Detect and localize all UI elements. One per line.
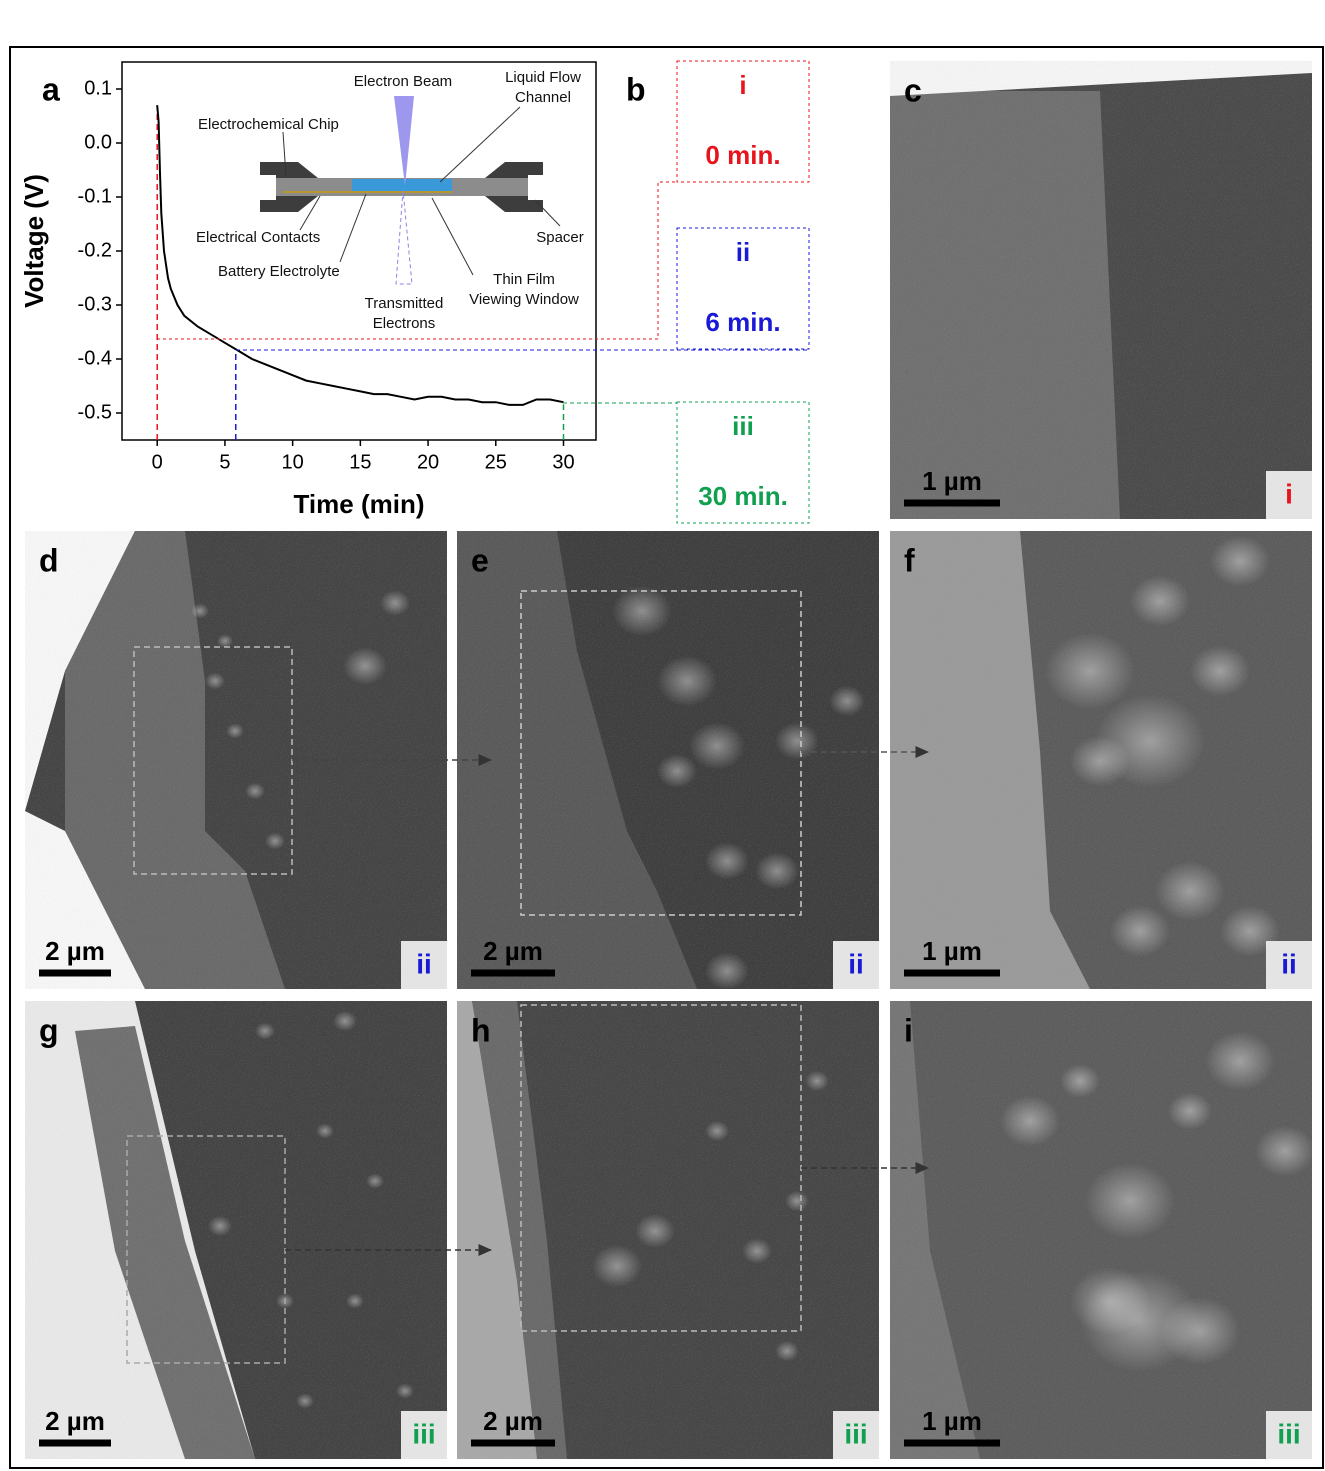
scale-bar-label: 2 µm bbox=[483, 936, 543, 966]
image-grain bbox=[457, 1001, 879, 1459]
badge: iii bbox=[1277, 1418, 1300, 1449]
scale-bar-label: 2 µm bbox=[45, 1406, 105, 1436]
badge: iii bbox=[844, 1418, 867, 1449]
stage-numeral: ii bbox=[736, 237, 750, 267]
stage-box bbox=[676, 60, 810, 183]
y-axis-title: Voltage (V) bbox=[19, 174, 49, 308]
micrograph: e 2 µm ii bbox=[457, 531, 879, 989]
stages: i 0 min. ii 6 min. iii 30 min. bbox=[157, 60, 810, 524]
badge-bg bbox=[1266, 1411, 1312, 1459]
badge-bg bbox=[833, 1411, 879, 1459]
panel-letter: b bbox=[626, 71, 646, 107]
micrograph: d 2 µm ii bbox=[25, 531, 447, 989]
x-tick-label: 5 bbox=[219, 451, 230, 473]
badge: iii bbox=[412, 1418, 435, 1449]
micrograph: i 1 µm iii bbox=[890, 1001, 1312, 1459]
y-tick-label: 0.1 bbox=[84, 77, 112, 99]
stage-box bbox=[676, 401, 810, 524]
schematic-label: Electrochemical Chip bbox=[198, 116, 339, 133]
badge: ii bbox=[1281, 948, 1297, 979]
x-tick-label: 15 bbox=[349, 451, 371, 473]
badge: i bbox=[1285, 478, 1293, 509]
image-grain bbox=[25, 1001, 447, 1459]
y-tick-label: -0.5 bbox=[78, 401, 112, 423]
badge-bg bbox=[1266, 471, 1312, 519]
stage-box bbox=[676, 227, 810, 350]
scale-bar-label: 1 µm bbox=[922, 466, 982, 496]
scale-bar-label: 1 µm bbox=[922, 1406, 982, 1436]
micrograph: h 2 µm iii bbox=[457, 1001, 879, 1459]
stage-numeral: iii bbox=[732, 411, 754, 441]
figure-border bbox=[9, 46, 1324, 1469]
schematic-label: Electron Beam bbox=[354, 73, 452, 90]
voltage-line bbox=[156, 105, 564, 406]
image-grain bbox=[457, 531, 879, 989]
panel-letter: e bbox=[471, 542, 489, 578]
panel-letter: i bbox=[904, 1012, 913, 1048]
x-tick-label: 30 bbox=[552, 451, 574, 473]
electron-beam bbox=[394, 96, 414, 186]
y-tick-label: -0.3 bbox=[78, 293, 112, 315]
stage-time: 6 min. bbox=[705, 307, 780, 337]
schematic-label: Thin Film bbox=[493, 271, 555, 288]
micrograph: g 2 µm iii bbox=[25, 1001, 447, 1459]
panel-letter: a bbox=[42, 71, 60, 107]
transmitted-beam bbox=[395, 189, 413, 285]
micrograph: c 1 µm i bbox=[890, 61, 1312, 519]
y-tick-label: 0.0 bbox=[84, 131, 112, 153]
scale-bar-label: 2 µm bbox=[45, 936, 105, 966]
panel-letter: h bbox=[471, 1012, 491, 1048]
schematic-label: Channel bbox=[515, 89, 571, 106]
panel-letter: g bbox=[39, 1012, 59, 1048]
x-tick-label: 0 bbox=[152, 451, 163, 473]
panel-letter: c bbox=[904, 72, 922, 108]
schematic: Electron Beam Liquid Flow Channel Electroch… bbox=[196, 69, 584, 332]
panel-letter: f bbox=[904, 542, 915, 578]
badge-bg bbox=[401, 1411, 447, 1459]
stage-numeral: i bbox=[739, 70, 746, 100]
schematic-label: Transmitted bbox=[365, 295, 444, 312]
zoom-guides bbox=[126, 590, 929, 1364]
image-grain bbox=[890, 61, 1312, 519]
plot-frame bbox=[121, 61, 597, 441]
schematic-leaders bbox=[282, 106, 561, 276]
voltage-chart: 0.1 0.0 -0.1 -0.2 -0.3 -0.4 -0.5 0 5 10 15 20 25 30 Ti… bbox=[19, 61, 597, 519]
image-grain bbox=[890, 1001, 1312, 1459]
scale-bar-label: 1 µm bbox=[922, 936, 982, 966]
badge-bg bbox=[401, 941, 447, 989]
connector bbox=[157, 181, 677, 340]
y-tick-label: -0.1 bbox=[78, 185, 112, 207]
badge: ii bbox=[848, 948, 864, 979]
stage-time: 0 min. bbox=[705, 140, 780, 170]
schematic-label: Electrical Contacts bbox=[196, 229, 320, 246]
x-tick-label: 20 bbox=[417, 451, 439, 473]
liquid-channel bbox=[352, 179, 452, 193]
schematic-label: Viewing Window bbox=[469, 291, 579, 308]
schematic-label: Spacer bbox=[536, 229, 584, 246]
badge-bg bbox=[1266, 941, 1312, 989]
stage-time: 30 min. bbox=[698, 481, 788, 511]
x-tick-label: 25 bbox=[485, 451, 507, 473]
schematic-label: Battery Electrolyte bbox=[218, 263, 340, 280]
image-grain bbox=[890, 531, 1312, 989]
panel-letter: d bbox=[39, 542, 59, 578]
x-axis-title: Time (min) bbox=[294, 489, 425, 519]
badge-bg bbox=[833, 941, 879, 989]
schematic-label: Liquid Flow bbox=[505, 69, 581, 86]
y-tick-label: -0.4 bbox=[78, 347, 112, 369]
x-tick-label: 10 bbox=[282, 451, 304, 473]
scale-bar-label: 2 µm bbox=[483, 1406, 543, 1436]
schematic-label: Electrons bbox=[373, 315, 436, 332]
badge: ii bbox=[416, 948, 432, 979]
y-tick-label: -0.2 bbox=[78, 239, 112, 261]
micrograph: f 1 µm ii bbox=[890, 531, 1312, 989]
